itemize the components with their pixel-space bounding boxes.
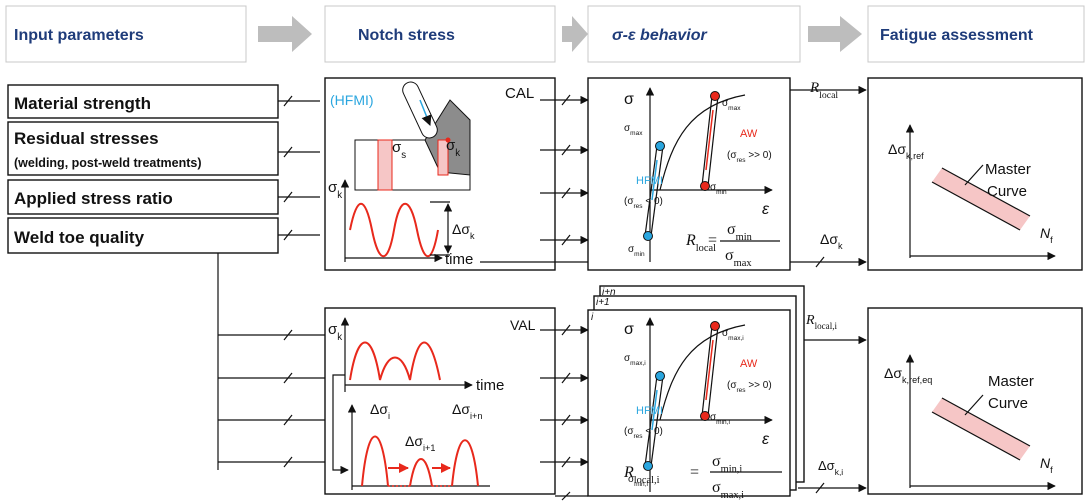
- subscript: min: [716, 189, 727, 196]
- aw-label: AW: [740, 358, 758, 370]
- text-part: Δσ: [370, 401, 388, 417]
- curve-label: Master: [988, 373, 1034, 390]
- text-part: Δσ: [884, 365, 902, 381]
- subscript: max,i: [721, 490, 744, 501]
- curve-label: Curve: [987, 183, 1027, 200]
- text-part: R: [685, 232, 696, 249]
- subscript: min,i: [721, 464, 743, 475]
- curve-label: Master: [985, 161, 1031, 178]
- subscript: k: [455, 148, 460, 159]
- hfmi-label: HFMI: [636, 175, 663, 187]
- label-label: CAL: [505, 85, 534, 102]
- subscript: k,ref: [906, 151, 924, 161]
- text-part: Δσ: [818, 458, 835, 473]
- equals-label: =: [690, 464, 699, 481]
- subscript: min: [634, 251, 645, 258]
- text-part: Δσ: [452, 401, 470, 417]
- r-local-label: Rlocal,i: [805, 313, 838, 331]
- subscript: k: [838, 241, 843, 251]
- curve-label: Curve: [988, 395, 1028, 412]
- text-part: < 0): [643, 426, 663, 437]
- val-panel: [325, 308, 555, 494]
- time-label: time: [445, 251, 473, 268]
- subscript: max,i: [728, 335, 744, 342]
- delta-label: Δσk: [820, 231, 843, 251]
- inputs-label: Residual stresses: [14, 129, 159, 148]
- subscript: k: [337, 190, 342, 201]
- equals-label: =: [708, 232, 717, 249]
- epsilon-label: ε: [762, 201, 770, 218]
- hfmi-label: HFMI: [636, 405, 663, 417]
- text-part: Δσ: [888, 141, 906, 157]
- subscript: max: [734, 258, 753, 269]
- header-label: Input parameters: [14, 27, 144, 44]
- subscript: i: [388, 411, 390, 421]
- text-part: R: [623, 464, 634, 481]
- subscript: max,i: [630, 360, 646, 367]
- text-part: R: [809, 80, 819, 96]
- hfmi-label: (HFMI): [330, 92, 374, 108]
- aw-label: AW: [740, 128, 758, 140]
- subscript: k,i: [835, 467, 844, 477]
- label-label: VAL: [510, 317, 536, 333]
- text-part: R: [805, 313, 815, 328]
- subscript: i+n: [470, 411, 482, 421]
- time-label: time: [476, 377, 504, 394]
- inputs-label: (welding, post-weld treatments): [14, 156, 202, 170]
- header-label: Notch stress: [358, 27, 455, 44]
- subscript: max: [630, 130, 643, 137]
- header-label: σ-ε behavior: [612, 27, 708, 44]
- delta-label: Δσk,i: [818, 458, 843, 477]
- text-part: >> 0): [746, 380, 772, 391]
- subscript: max: [728, 105, 741, 112]
- inputs-label: Material strength: [14, 94, 151, 113]
- text-part: >> 0): [746, 150, 772, 161]
- diagram: Input parameters Notch stress σ-ε behavior…: [0, 0, 1089, 501]
- subscript: k: [470, 231, 475, 241]
- inputs-label: Weld toe quality: [14, 228, 145, 247]
- layers-label: i+1: [596, 297, 610, 308]
- layers-label: i+n: [602, 287, 616, 298]
- header-label: Fatigue assessment: [880, 27, 1034, 44]
- subscript: local,i: [815, 321, 838, 331]
- text-part: Δσ: [452, 221, 470, 237]
- subscript: s: [401, 150, 406, 161]
- text-part: Δσ: [820, 231, 838, 247]
- subscript: k: [337, 332, 342, 343]
- text-part: < 0): [643, 196, 663, 207]
- subscript: k,ref,eq: [902, 375, 932, 385]
- subscript: min: [736, 232, 753, 243]
- subscript: local: [819, 90, 838, 101]
- epsilon-label: ε: [762, 431, 770, 448]
- r-local-label: Rlocal: [809, 80, 838, 101]
- subscript: min,i: [716, 419, 730, 426]
- inputs-label: Applied stress ratio: [14, 189, 173, 208]
- text-part: Δσ: [405, 433, 423, 449]
- sigma-label: σ: [624, 321, 634, 338]
- sigma-label: σ: [624, 91, 634, 108]
- subscript: local,i: [634, 475, 660, 486]
- subscript: i+1: [423, 443, 435, 453]
